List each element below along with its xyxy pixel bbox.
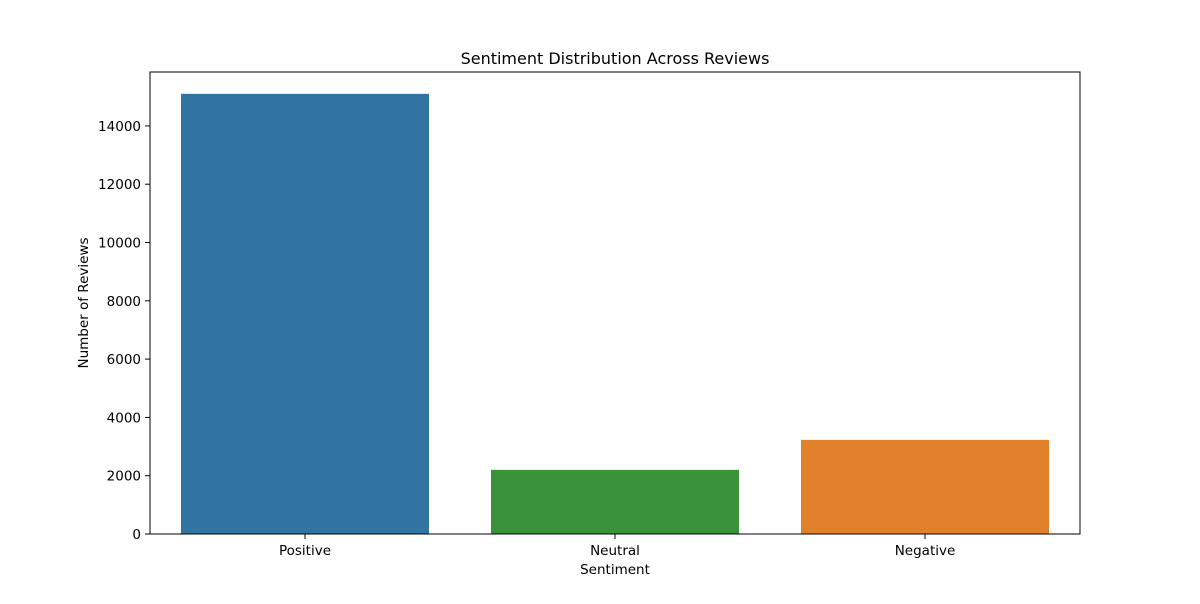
x-tick-label: Positive xyxy=(279,543,331,559)
y-tick-label: 6000 xyxy=(107,352,141,368)
bar-positive xyxy=(181,93,429,534)
x-tick-label: Neutral xyxy=(590,543,640,559)
x-axis-label: Sentiment xyxy=(580,562,650,578)
y-tick-label: 8000 xyxy=(107,294,141,310)
x-tick-label: Negative xyxy=(895,543,956,559)
y-tick-label: 14000 xyxy=(98,119,141,135)
chart-title: Sentiment Distribution Across Reviews xyxy=(461,49,770,68)
y-tick-label: 4000 xyxy=(107,410,141,426)
y-tick-label: 2000 xyxy=(107,469,141,485)
y-axis-ticks: 0 2000 4000 6000 8000 10000 12000 14000 xyxy=(98,119,150,543)
y-tick-label: 0 xyxy=(132,527,141,543)
bar-negative xyxy=(801,439,1049,534)
plot-frame xyxy=(149,71,1081,535)
bar-neutral xyxy=(491,469,739,534)
y-tick-label: 10000 xyxy=(98,236,141,252)
y-axis-label: Number of Reviews xyxy=(76,237,92,368)
bars-group xyxy=(181,93,1049,534)
x-axis-ticks: Positive Neutral Negative xyxy=(279,534,955,559)
y-tick-label: 12000 xyxy=(98,177,141,193)
